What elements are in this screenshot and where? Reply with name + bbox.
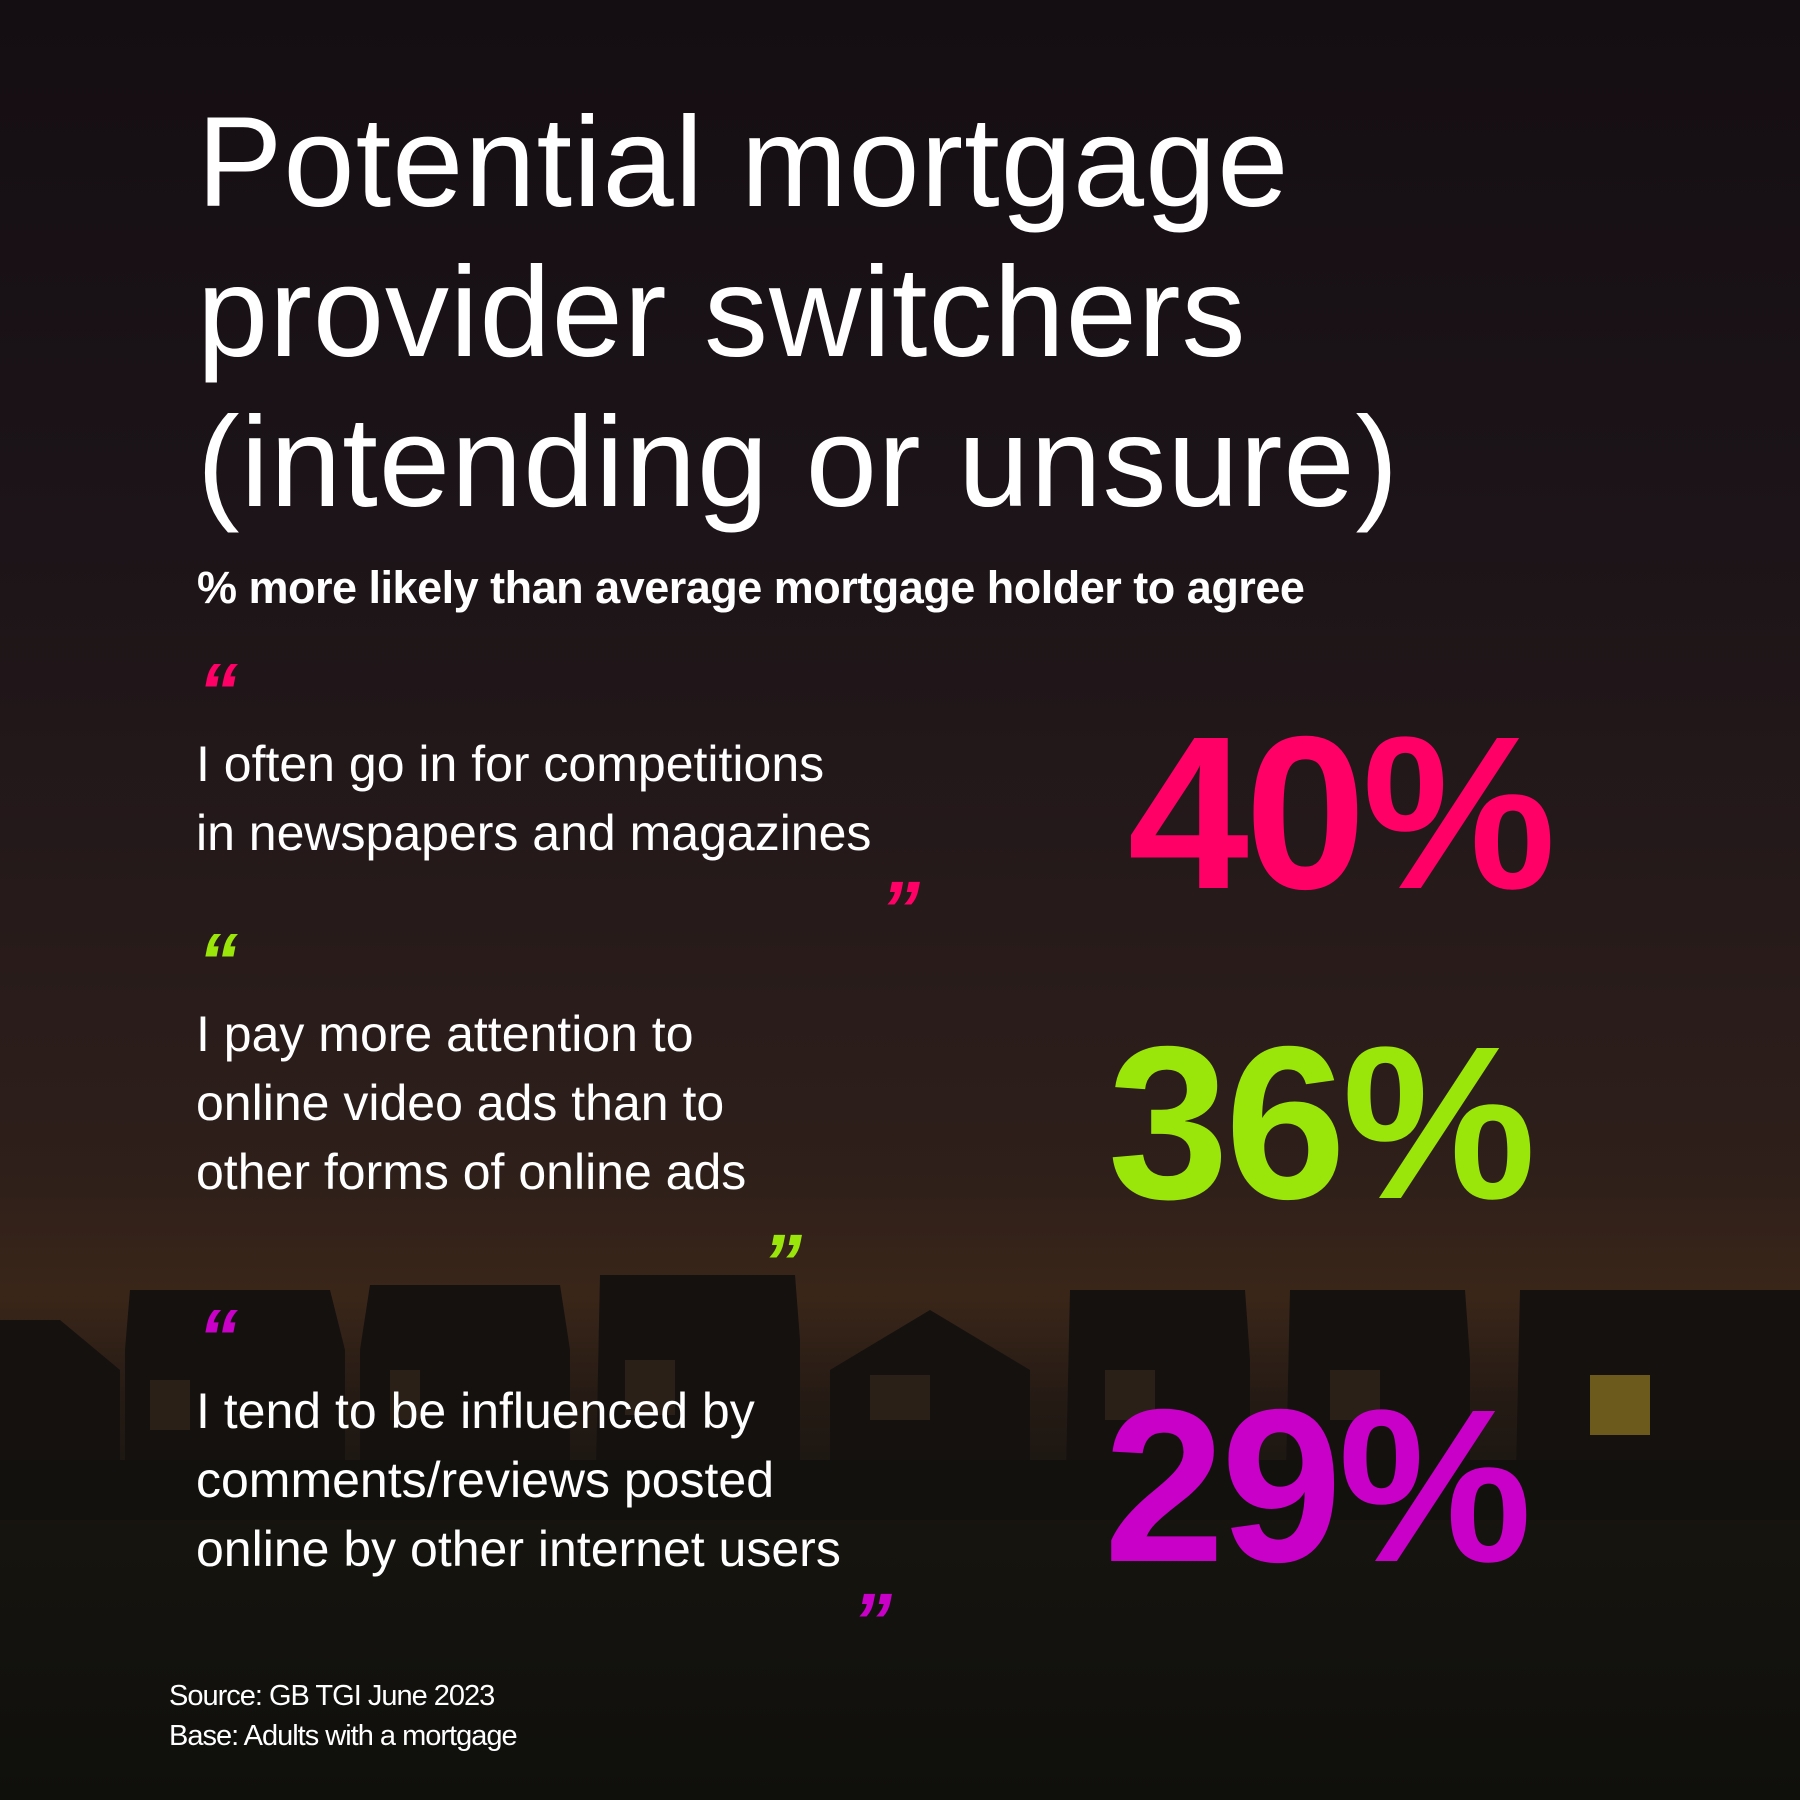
houses-silhouette-background <box>0 1275 1800 1520</box>
open-quote-icon: “ <box>198 917 238 1006</box>
statement-line: other forms of online ads <box>196 1144 747 1200</box>
stat-value-2: 36% <box>1107 1002 1536 1245</box>
open-quote-icon: “ <box>198 647 238 736</box>
statement-3: I tend to be influenced by comments/revi… <box>196 1377 841 1584</box>
subtitle: % more likely than average mortgage hold… <box>197 562 1305 613</box>
statement-1: I often go in for competitions in newspa… <box>196 730 871 868</box>
page-title: Potential mortgage provider switchers (i… <box>197 88 1399 538</box>
statement-line: in newspapers and magazines <box>196 805 872 861</box>
statement-line: comments/reviews posted <box>196 1452 775 1508</box>
source-text: Source: GB TGI June 2023 <box>169 1680 495 1712</box>
title-line: (intending or unsure) <box>197 391 1400 534</box>
close-quote-icon: ” <box>762 1218 802 1307</box>
title-line: Potential mortgage <box>197 91 1290 234</box>
stat-value-1: 40% <box>1127 692 1556 935</box>
source-note: Source: GB TGI June 2023 Base: Adults wi… <box>169 1676 518 1756</box>
title-line: provider switchers <box>197 241 1247 384</box>
statement-2: I pay more attention to online video ads… <box>196 1000 746 1207</box>
statement-line: I tend to be influenced by <box>196 1383 755 1439</box>
close-quote-icon: ” <box>880 865 920 954</box>
stat-value-3: 29% <box>1103 1365 1532 1608</box>
statement-line: I often go in for competitions <box>196 736 825 792</box>
base-text: Base: Adults with a mortgage <box>169 1720 518 1752</box>
statement-line: online by other internet users <box>196 1521 841 1577</box>
open-quote-icon: “ <box>198 1293 238 1382</box>
statement-line: I pay more attention to <box>196 1006 694 1062</box>
close-quote-icon: ” <box>852 1577 892 1666</box>
statement-line: online video ads than to <box>196 1075 725 1131</box>
